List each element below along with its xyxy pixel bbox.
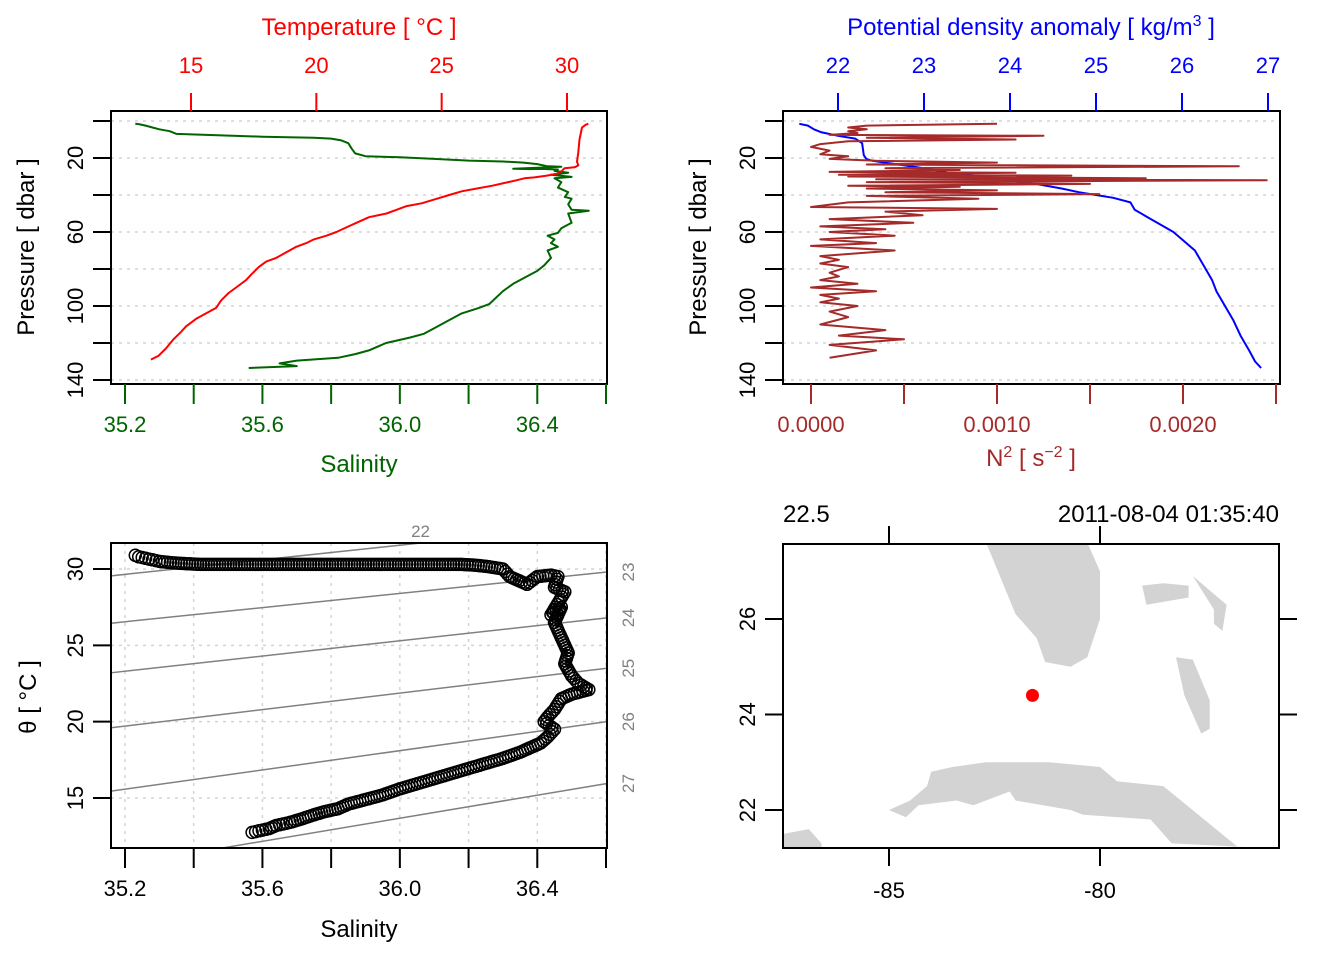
top-x-tick-label: 26 bbox=[1170, 53, 1194, 78]
top-x-tick-label: 23 bbox=[912, 53, 936, 78]
bottom-x-tick-label: 36.4 bbox=[516, 412, 559, 437]
y-tick-label: 15 bbox=[63, 786, 88, 810]
bottom-x-tick-label: 0.0020 bbox=[1149, 412, 1216, 437]
y-tick-label: 140 bbox=[63, 362, 88, 399]
land-abaco bbox=[1192, 576, 1227, 631]
ts-gridlines bbox=[111, 543, 607, 848]
plot-frame bbox=[110, 542, 608, 849]
ts-point bbox=[245, 825, 259, 840]
axes: 20 60 100 140 15 20 25 30 35.2 35.6 36.0 36.4 bbox=[63, 53, 607, 437]
isopycnal-line bbox=[110, 667, 608, 729]
y-tick-label: 20 bbox=[735, 146, 760, 170]
land-isle-of-youth bbox=[783, 829, 822, 848]
isopycnal-line bbox=[222, 782, 608, 849]
series-temperature bbox=[150, 122, 589, 361]
pressure-gridlines bbox=[111, 120, 607, 381]
plot-frame bbox=[110, 110, 608, 385]
land-grand-bahama bbox=[1142, 583, 1189, 605]
series-n- bbox=[810, 122, 1268, 359]
y-axis-title: Pressure [ dbar ] bbox=[685, 158, 712, 335]
ts-points bbox=[128, 548, 596, 840]
station-time-label: 2011-08-04 01:35:40 bbox=[1058, 501, 1279, 528]
top-x-tick-label: 15 bbox=[179, 53, 203, 78]
isopycnal-label: 22 bbox=[411, 522, 430, 541]
station-map-panel: -85 -80 22 24 26 22.5 2011-08-04 01:35:40 bbox=[735, 501, 1297, 903]
bottom-x-tick-label: 0.0010 bbox=[963, 412, 1030, 437]
station-dot bbox=[1025, 688, 1039, 702]
y-tick-label: 20 bbox=[63, 146, 88, 170]
isopycnal-label: 25 bbox=[619, 659, 638, 678]
y-tick-label: 24 bbox=[735, 702, 760, 726]
axes: 20 60 100 140 22 23 24 25 26 27 0.0000 0.0010 0.0020 bbox=[735, 53, 1280, 437]
y-tick-label: 60 bbox=[735, 220, 760, 244]
x-tick-label: 35.6 bbox=[241, 876, 284, 901]
top-x-tick-label: 25 bbox=[1084, 53, 1108, 78]
isopycnal-label: 24 bbox=[619, 608, 638, 627]
profile-ts-panel: 20 60 100 140 15 20 25 30 35.2 35.6 36.0 36.4 Tempe… bbox=[13, 14, 608, 478]
top-x-tick-label: 22 bbox=[826, 53, 850, 78]
x-tick-label: -85 bbox=[873, 878, 905, 903]
y-tick-label: 30 bbox=[63, 557, 88, 581]
y-tick-label: 60 bbox=[63, 220, 88, 244]
top-x-tick-label: 25 bbox=[429, 53, 453, 78]
axes: -85 -80 22 24 26 bbox=[735, 526, 1297, 903]
y-tick-label: 140 bbox=[735, 362, 760, 399]
land-cuba bbox=[889, 762, 1265, 848]
bottom-x-tick-label: 0.0000 bbox=[777, 412, 844, 437]
top-axis-title: Potential density anomaly [ kg/m3 ] bbox=[847, 13, 1215, 41]
profile-density-panel: 20 60 100 140 22 23 24 25 26 27 0.0000 0.0010 0.0020… bbox=[685, 13, 1281, 472]
profile-ts-series bbox=[135, 122, 590, 369]
map-frame bbox=[782, 543, 1280, 849]
isopycnal-label: 26 bbox=[619, 712, 638, 731]
y-tick-label: 100 bbox=[735, 288, 760, 325]
y-tick-label: 100 bbox=[63, 288, 88, 325]
ts-point bbox=[547, 702, 562, 717]
station-marker bbox=[1025, 688, 1039, 702]
y-tick-label: 26 bbox=[735, 607, 760, 631]
coastline-land bbox=[783, 544, 1265, 848]
isopycnal-label: 23 bbox=[619, 563, 638, 582]
y-tick-label: 22 bbox=[735, 798, 760, 822]
axes: 35.2 35.6 36.0 36.4 15 20 25 30 bbox=[63, 557, 607, 901]
bottom-x-tick-label: 36.0 bbox=[378, 412, 421, 437]
isopycnal-label: 27 bbox=[619, 774, 638, 793]
y-tick-label: 25 bbox=[63, 633, 88, 657]
x-tick-label: 35.2 bbox=[104, 876, 147, 901]
series-salinity bbox=[135, 122, 590, 369]
y-axis-title: Pressure [ dbar ] bbox=[13, 158, 40, 335]
top-x-tick-label: 24 bbox=[998, 53, 1022, 78]
profile-density-series bbox=[799, 122, 1268, 369]
top-x-tick-label: 27 bbox=[1256, 53, 1280, 78]
isopycnal-line bbox=[110, 720, 608, 792]
land-andros bbox=[1176, 657, 1210, 734]
y-tick-label: 20 bbox=[63, 709, 88, 733]
map-top-left-label: 22.5 bbox=[783, 501, 830, 528]
y-axis-title: θ [ °C ] bbox=[15, 660, 42, 734]
top-x-tick-label: 30 bbox=[555, 53, 579, 78]
top-x-tick-label: 20 bbox=[304, 53, 328, 78]
land-florida bbox=[986, 544, 1100, 667]
x-tick-label: 36.4 bbox=[516, 876, 559, 901]
isopycnal-line bbox=[110, 617, 608, 674]
ts-diagram-panel: 22 23 24 25 26 27 35.2 35.6 36.0 36.4 15 20 25 30 Sa… bbox=[15, 522, 638, 943]
bottom-axis-title: Salinity bbox=[320, 451, 397, 478]
x-tick-label: -80 bbox=[1084, 878, 1116, 903]
plot-frame bbox=[782, 110, 1281, 385]
top-axis-title: Temperature [ °C ] bbox=[262, 14, 457, 41]
bottom-axis-title: N2 [ s−2 ] bbox=[986, 444, 1076, 472]
bottom-x-tick-label: 35.2 bbox=[104, 412, 147, 437]
bottom-x-tick-label: 35.6 bbox=[241, 412, 284, 437]
x-tick-label: 36.0 bbox=[378, 876, 421, 901]
x-axis-title: Salinity bbox=[320, 916, 397, 943]
